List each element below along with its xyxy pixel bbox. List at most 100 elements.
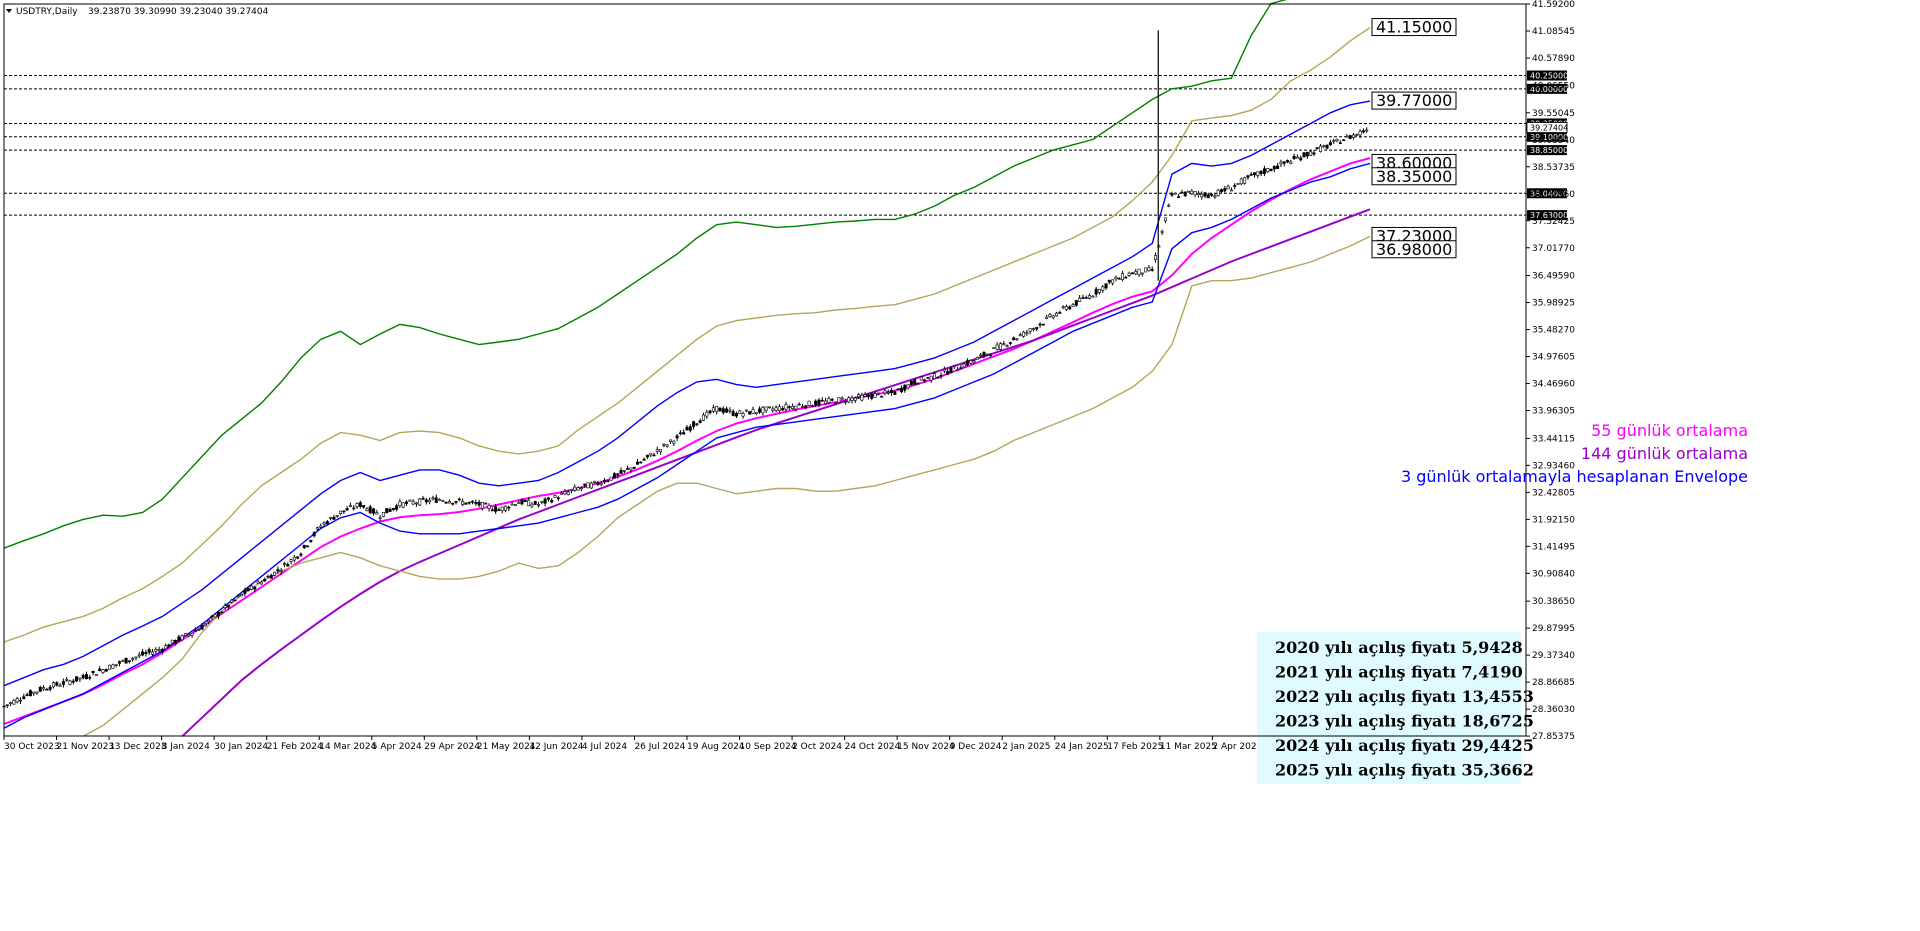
- candle-body: [200, 625, 204, 630]
- candle-body: [1355, 134, 1359, 136]
- candle-body: [167, 644, 171, 648]
- candle-body: [434, 497, 438, 503]
- candle-body: [467, 501, 471, 504]
- candle-body: [124, 657, 128, 664]
- candle-body: [88, 676, 92, 679]
- candle-body: [817, 399, 821, 406]
- candle-body: [121, 660, 125, 662]
- candle-body: [820, 399, 824, 402]
- x-tick-label: 12 Jun 2024: [529, 742, 583, 752]
- candle-body: [28, 690, 32, 697]
- right-value-box: [1371, 240, 1457, 259]
- candle-body: [292, 556, 296, 561]
- candle-body: [322, 522, 326, 525]
- candle-body: [302, 544, 306, 549]
- candle-body: [962, 363, 966, 368]
- candle-body: [134, 656, 138, 659]
- candle-body: [197, 629, 201, 631]
- candle-body: [1084, 297, 1088, 299]
- candle-body: [220, 611, 224, 614]
- candle-body: [814, 400, 818, 406]
- candle-body: [975, 357, 979, 360]
- candle-body: [989, 354, 993, 357]
- series-line: [82, 235, 1371, 737]
- x-tick-label: 10 Sep 2024: [740, 742, 797, 752]
- candle-body: [1203, 192, 1207, 197]
- level-price-tag: [1527, 83, 1567, 94]
- candle-body: [1035, 327, 1039, 330]
- candle-body: [1332, 140, 1336, 142]
- x-tick-label: 30 Jan 2024: [214, 742, 268, 752]
- info-box-background: [1257, 632, 1521, 784]
- candle-body: [965, 360, 969, 366]
- level-price-label: 40.00000: [1530, 85, 1568, 94]
- candle-body: [101, 669, 105, 673]
- candle-body: [98, 668, 102, 672]
- x-tick-label: 8 Jan 2024: [162, 742, 210, 752]
- candle-body: [777, 406, 781, 411]
- candle-body: [840, 397, 844, 400]
- dropdown-triangle-icon[interactable]: [6, 9, 12, 13]
- candle-body: [365, 508, 369, 511]
- candle-body: [791, 406, 795, 409]
- candle-body: [903, 384, 907, 391]
- candle-body: [956, 369, 960, 371]
- y-tick-label: 41.08545: [1532, 27, 1575, 37]
- candle-body: [1256, 171, 1260, 176]
- candle-body: [979, 354, 983, 357]
- series-line: [3, 157, 1371, 725]
- candle-body: [675, 435, 679, 439]
- candle-body: [619, 470, 623, 474]
- candle-body: [810, 405, 814, 407]
- candle-body: [734, 413, 738, 417]
- candle-body: [959, 367, 963, 370]
- candle-body: [860, 394, 864, 401]
- candle-body: [1111, 279, 1115, 284]
- candle-body: [550, 499, 554, 503]
- candle-body: [685, 426, 689, 431]
- candle-body: [157, 649, 161, 651]
- candle-body: [276, 569, 280, 572]
- candle-body: [701, 414, 705, 421]
- candle-body: [949, 367, 953, 373]
- candle-body: [180, 635, 184, 641]
- candle-body: [487, 505, 491, 509]
- candle-body: [909, 380, 913, 386]
- y-tick-label: 39.03540: [1532, 136, 1575, 146]
- candle-body: [1206, 194, 1210, 199]
- candle-body: [698, 420, 702, 424]
- candle-body: [1365, 129, 1369, 132]
- candle-body: [1134, 271, 1138, 275]
- candle-body: [1022, 331, 1026, 337]
- candle-body: [32, 691, 36, 694]
- candle-body: [1262, 168, 1266, 174]
- level-price-tag: [1527, 131, 1567, 142]
- x-tick-label: 19 Aug 2024: [687, 742, 745, 752]
- x-tick-label: 21 Feb 2024: [267, 742, 323, 752]
- candle-body: [207, 619, 211, 623]
- x-tick-label: 11 Mar 2025: [1160, 742, 1217, 752]
- candle-body: [1094, 288, 1098, 295]
- candle-body: [682, 432, 686, 435]
- candle-body: [688, 426, 692, 431]
- right-labels-layer: 41.1500039.7700038.6000038.3500037.23000…: [1371, 18, 1457, 259]
- candle-body: [1309, 151, 1313, 156]
- candle-body: [266, 575, 270, 578]
- candle-body: [306, 545, 310, 548]
- candle-body: [972, 360, 976, 363]
- candle-body: [936, 376, 940, 379]
- y-tick-label: 32.42805: [1532, 488, 1575, 498]
- candle-body: [1226, 186, 1230, 190]
- candle-body: [233, 599, 237, 602]
- y-tick-label: 39.55045: [1532, 109, 1575, 119]
- candle-body: [438, 499, 442, 501]
- candle-body: [398, 501, 402, 507]
- candle-body: [111, 664, 115, 669]
- x-tick-label: 29 Apr 2024: [424, 742, 480, 752]
- y-tick-label: 32.93460: [1532, 461, 1575, 471]
- candle-body: [1058, 312, 1062, 314]
- candle-body: [1213, 195, 1217, 198]
- candle-body: [1345, 135, 1349, 138]
